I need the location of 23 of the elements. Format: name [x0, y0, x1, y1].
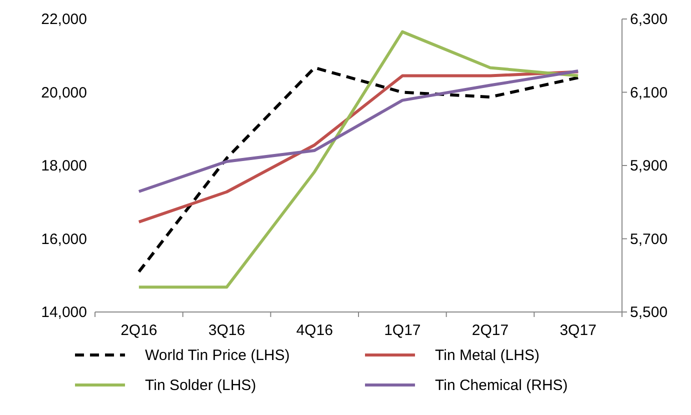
line-series	[137, 66, 580, 274]
y-tick-label: 14,000	[41, 304, 87, 321]
y2-tick-label: 5,900	[630, 158, 668, 174]
y-tick-label: 20,000	[41, 84, 87, 102]
y-tick-label: 18,000	[41, 158, 87, 174]
x-tick-label: 4Q16	[296, 322, 333, 339]
x-tick-label: 3Q17	[560, 322, 596, 339]
x-tick-label: 3Q16	[208, 322, 246, 339]
y-tick-label: 16,000	[41, 230, 87, 248]
y-tick-label: 22,000	[41, 11, 87, 28]
legend-label: Tin Solder (LHS)	[145, 377, 256, 394]
legend-label: World Tin Price (LHS)	[145, 347, 290, 364]
line-series	[137, 70, 580, 194]
x-tick-label: 2Q16	[120, 322, 158, 339]
line-series	[137, 30, 580, 289]
y2-tick-label: 5,500	[630, 304, 668, 321]
y2-tick-label: 6,100	[630, 84, 668, 102]
legend-label: Tin Metal (LHS)	[435, 347, 540, 364]
x-tick-label: 1Q17	[384, 322, 421, 339]
y2-tick-label: 6,300	[630, 11, 668, 28]
legend-label: Tin Chemical (RHS)	[435, 377, 568, 394]
x-tick-label: 2Q17	[472, 322, 509, 339]
y2-tick-label: 5,700	[630, 230, 668, 248]
